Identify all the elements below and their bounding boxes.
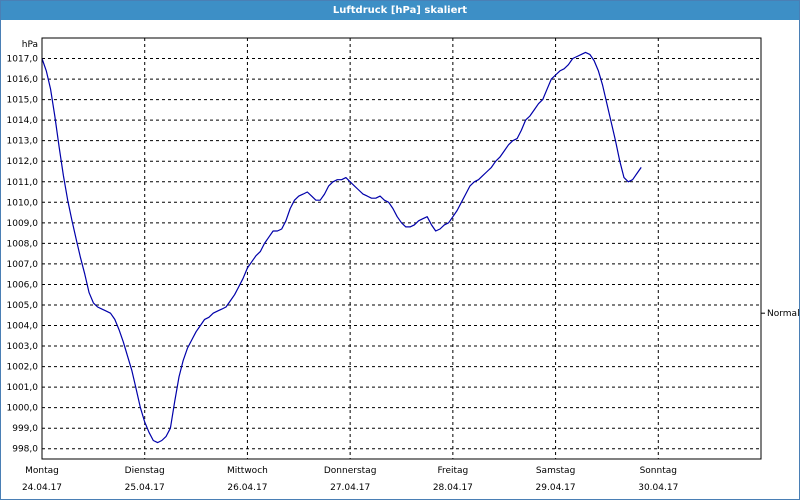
x-tick-date: 25.04.17: [125, 483, 165, 493]
reference-marker: Normal: [761, 309, 799, 319]
x-tick-date: 30.04.17: [638, 483, 678, 493]
y-tick-label: 1016,0: [7, 75, 39, 85]
y-tick-label: 1003,0: [7, 342, 39, 352]
normal-label: Normal: [767, 309, 799, 319]
y-tick-label: 1012,0: [7, 157, 39, 167]
x-tick-day: Dienstag: [125, 466, 165, 476]
y-tick-label: 1014,0: [7, 116, 39, 126]
y-tick-label: 1009,0: [7, 219, 39, 229]
y-tick-label: 1001,0: [7, 383, 39, 393]
x-tick-date: 29.04.17: [536, 483, 576, 493]
y-tick-label: 1002,0: [7, 363, 39, 373]
x-tick-day: Mittwoch: [227, 466, 268, 476]
y-tick-label: 1017,0: [7, 55, 39, 65]
pressure-chart: 998,0 999,0 1000,0 1001,0 1002,0 1003,0 1004,0…: [7, 37, 799, 493]
y-tick-label: 1006,0: [7, 280, 39, 290]
y-tick-label: 1007,0: [7, 260, 39, 270]
y-axis-tick-labels: 998,0 999,0 1000,0 1001,0 1002,0 1003,0 1004,0…: [7, 55, 39, 455]
plot-frame: [41, 37, 762, 460]
x-tick-day: Sonntag: [640, 466, 677, 476]
y-tick-label: 1010,0: [7, 198, 39, 208]
plot-border: [41, 37, 762, 460]
y-tick-label: 1013,0: [7, 137, 39, 147]
x-tick-date: 27.04.17: [330, 483, 370, 493]
series-layer: [41, 51, 642, 444]
y-tick-label: 999,0: [12, 424, 38, 434]
y-tick-label: 1008,0: [7, 239, 39, 249]
y-tick-label: 1011,0: [7, 178, 39, 188]
y-tick-label: 1000,0: [7, 404, 39, 414]
x-tick-day: Donnerstag: [324, 466, 377, 476]
grid-lines: [42, 38, 761, 459]
x-tick-date: 24.04.17: [22, 483, 62, 493]
x-tick-day: Freitag: [437, 466, 468, 476]
y-axis-unit-label: hPa: [22, 40, 38, 50]
x-tick-day: Montag: [25, 466, 59, 476]
x-axis-tick-labels: Montag 24.04.17 Dienstag 25.04.17 Mittwoch 26…: [22, 466, 678, 493]
x-tick-date: 28.04.17: [433, 483, 473, 493]
x-tick-date: 26.04.17: [227, 483, 267, 493]
pressure-series-line: [41, 51, 642, 444]
y-tick-label: 1005,0: [7, 301, 39, 311]
y-tick-label: 998,0: [12, 445, 38, 455]
y-tick-label: 1004,0: [7, 322, 39, 332]
x-tick-day: Samstag: [536, 466, 575, 476]
window-title: Luftdruck [hPa] skaliert: [1, 1, 799, 20]
y-tick-label: 1015,0: [7, 96, 39, 106]
